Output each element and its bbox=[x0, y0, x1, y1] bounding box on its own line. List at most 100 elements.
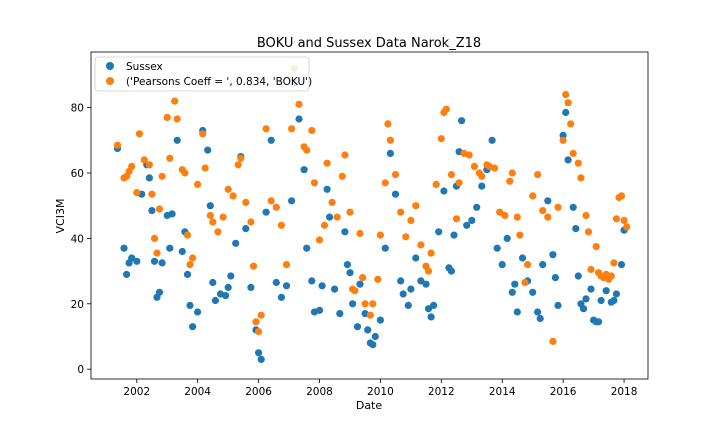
data-point-sussex bbox=[478, 182, 486, 190]
data-point-sussex bbox=[582, 295, 590, 303]
data-point-sussex bbox=[209, 278, 217, 287]
data-point-sussex bbox=[183, 270, 192, 278]
data-point-sussex bbox=[551, 274, 560, 282]
data-point-boku bbox=[491, 164, 499, 172]
data-point-sussex bbox=[597, 296, 605, 305]
data-point-sussex bbox=[247, 283, 255, 291]
x-tick-label: 2012 bbox=[428, 386, 455, 398]
data-point-sussex bbox=[412, 254, 420, 262]
y-axis: 0 20 40 60 80 bbox=[71, 103, 91, 376]
data-point-boku bbox=[508, 169, 516, 177]
data-point-sussex bbox=[295, 115, 303, 123]
data-point-sussex bbox=[404, 301, 412, 309]
data-point-sussex bbox=[610, 296, 618, 305]
y-tick-label: 40 bbox=[71, 233, 84, 245]
data-point-boku bbox=[374, 275, 382, 283]
data-point-sussex bbox=[331, 285, 339, 293]
data-point-boku bbox=[623, 223, 631, 231]
data-point-sussex bbox=[468, 216, 476, 224]
y-tick-label: 20 bbox=[71, 299, 84, 311]
data-point-sussex bbox=[488, 136, 496, 144]
data-point-boku bbox=[262, 125, 270, 133]
data-point-sussex bbox=[458, 117, 466, 125]
data-point-boku bbox=[128, 162, 136, 170]
data-point-sussex bbox=[349, 300, 357, 308]
plot-area bbox=[113, 64, 631, 363]
legend-box bbox=[94, 56, 310, 92]
data-point-boku bbox=[356, 229, 364, 238]
data-point-sussex bbox=[158, 259, 166, 267]
data-point-sussex bbox=[579, 305, 588, 313]
data-point-boku bbox=[315, 236, 324, 244]
data-point-sussex bbox=[336, 310, 344, 318]
data-point-boku bbox=[521, 278, 529, 287]
data-point-boku bbox=[361, 300, 369, 308]
data-point-boku bbox=[148, 190, 156, 198]
data-point-sussex bbox=[288, 197, 296, 205]
data-point-boku bbox=[564, 99, 572, 107]
data-point-boku bbox=[267, 197, 275, 205]
data-point-boku bbox=[432, 180, 440, 188]
data-point-boku bbox=[386, 136, 394, 144]
data-point-sussex bbox=[463, 221, 471, 229]
legend: Sussex ('Pearsons Coeff = ', 0.834, 'BOK… bbox=[94, 56, 312, 92]
y-tick-label: 0 bbox=[77, 364, 84, 376]
data-point-sussex bbox=[511, 280, 519, 288]
data-point-boku bbox=[351, 287, 359, 295]
data-point-boku bbox=[189, 254, 197, 262]
data-point-sussex bbox=[204, 146, 212, 154]
legend-marker-boku bbox=[106, 77, 114, 85]
data-point-sussex bbox=[430, 301, 438, 309]
data-point-sussex bbox=[318, 282, 326, 290]
data-point-sussex bbox=[300, 166, 308, 174]
data-point-sussex bbox=[315, 306, 324, 314]
data-point-boku bbox=[539, 207, 547, 215]
data-point-boku bbox=[620, 216, 628, 224]
data-point-boku bbox=[544, 213, 552, 221]
data-point-sussex bbox=[397, 277, 405, 285]
data-point-sussex bbox=[206, 202, 214, 210]
data-point-boku bbox=[366, 311, 374, 319]
data-point-sussex bbox=[341, 228, 349, 236]
x-tick-label: 2004 bbox=[184, 386, 211, 398]
data-point-boku bbox=[166, 154, 174, 162]
chart-title: BOKU and Sussex Data Narok_Z18 bbox=[257, 36, 481, 51]
data-point-sussex bbox=[534, 308, 542, 316]
data-point-boku bbox=[140, 156, 148, 164]
data-point-boku bbox=[158, 172, 166, 180]
data-point-boku bbox=[437, 135, 445, 143]
data-point-boku bbox=[391, 171, 400, 179]
data-point-boku bbox=[607, 272, 615, 280]
data-point-boku bbox=[201, 164, 209, 172]
data-point-sussex bbox=[277, 293, 285, 301]
data-point-boku bbox=[229, 192, 237, 200]
data-point-boku bbox=[252, 318, 260, 326]
data-point-boku bbox=[288, 125, 296, 133]
data-point-sussex bbox=[407, 285, 415, 293]
data-point-sussex bbox=[473, 203, 481, 211]
data-point-sussex bbox=[346, 269, 354, 277]
data-point-boku bbox=[333, 213, 341, 221]
data-point-sussex bbox=[399, 290, 407, 298]
data-point-boku bbox=[338, 172, 346, 180]
data-point-boku bbox=[513, 213, 521, 221]
data-point-sussex bbox=[189, 323, 197, 331]
data-point-boku bbox=[224, 185, 232, 193]
data-point-sussex bbox=[232, 239, 240, 247]
data-point-boku bbox=[524, 261, 532, 269]
data-point-boku bbox=[562, 90, 570, 99]
data-point-boku bbox=[506, 177, 514, 185]
data-point-boku bbox=[237, 154, 245, 162]
data-point-sussex bbox=[513, 308, 521, 316]
data-point-boku bbox=[308, 126, 316, 135]
data-point-sussex bbox=[224, 283, 232, 291]
y-tick-label: 60 bbox=[71, 168, 84, 180]
data-point-sussex bbox=[602, 287, 610, 295]
data-point-boku bbox=[417, 241, 425, 249]
data-point-sussex bbox=[343, 261, 351, 269]
data-point-boku bbox=[384, 120, 392, 128]
data-point-sussex bbox=[145, 174, 153, 182]
data-point-sussex bbox=[242, 225, 250, 233]
x-axis: 2002 2004 2006 2008 2010 2012 2014 2016 2018 bbox=[123, 379, 637, 398]
data-point-boku bbox=[214, 228, 222, 236]
